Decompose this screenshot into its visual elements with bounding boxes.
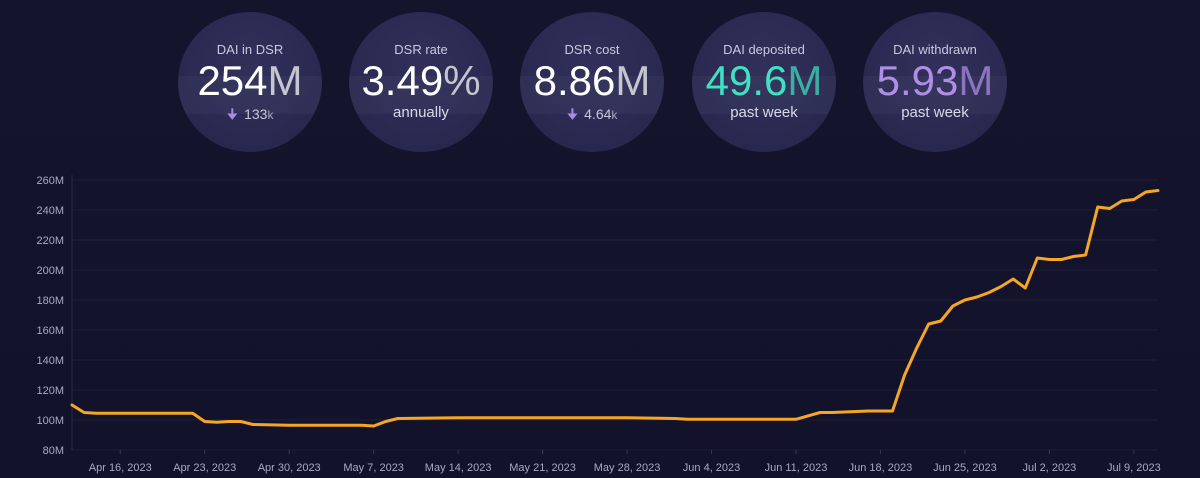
y-axis: 80M 100M 120M 140M 160M 180M 200M 220M 240M 260M xyxy=(36,175,73,457)
arrow-down-icon: 🠋 xyxy=(226,106,239,122)
y-tick-label: 200M xyxy=(36,265,64,277)
y-tick-label: 240M xyxy=(36,205,64,217)
stat-value: 254M xyxy=(197,57,303,104)
series xyxy=(70,189,1160,428)
dai-withdrawn-stat: DAI withdrawn 5.93M past week xyxy=(863,12,1007,152)
stat-label: DAI withdrawn xyxy=(893,42,977,57)
stat-label: DAI in DSR xyxy=(216,42,284,57)
stat-change: 🠋 4.64k xyxy=(520,104,664,128)
x-tick-label: May 28, 2023 xyxy=(594,462,661,474)
stat-value: 5.93M xyxy=(876,57,994,104)
y-tick-label: 160M xyxy=(36,325,64,337)
stat-sub: past week xyxy=(730,104,798,121)
stat-sub: past week xyxy=(901,104,969,121)
x-tick-label: May 14, 2023 xyxy=(425,462,492,474)
x-tick-label: Apr 30, 2023 xyxy=(258,462,321,474)
dai-in-dsr-stat: DAI in DSR 254M 🠋 133k xyxy=(178,12,322,152)
dsr-cost-stat: DSR cost 8.86M 🠋 4.64k xyxy=(520,12,664,152)
line-chart-svg: 80M100M120M140M160M180M200M220M240M260M … xyxy=(36,175,1161,474)
x-tick-label: Apr 23, 2023 xyxy=(173,462,236,474)
stat-value: 3.49% xyxy=(361,57,481,104)
stat-label: DAI deposited xyxy=(723,42,805,57)
x-tick-label: May 21, 2023 xyxy=(509,462,576,474)
x-tick-label: May 7, 2023 xyxy=(343,462,404,474)
x-tick-label: Jul 2, 2023 xyxy=(1022,462,1076,474)
y-tick-label: 220M xyxy=(36,235,64,247)
y-tick-label: 80M xyxy=(43,445,64,457)
dsr-rate-stat: DSR rate 3.49% annually xyxy=(349,12,493,152)
x-tick-label: Jun 4, 2023 xyxy=(683,462,741,474)
grid xyxy=(72,179,1158,451)
stat-label: DSR rate xyxy=(394,42,448,57)
stat-value: 8.86M xyxy=(533,57,651,104)
x-tick-label: Apr 16, 2023 xyxy=(89,462,152,474)
stats-row: DAI in DSR 254M 🠋 133k DSR rate 3.49% ann… xyxy=(0,12,1200,152)
stat-label: DSR cost xyxy=(564,42,620,57)
stat-sub: annually xyxy=(393,104,449,121)
arrow-down-icon: 🠋 xyxy=(566,106,579,122)
x-tick-label: Jul 9, 2023 xyxy=(1107,462,1161,474)
dai-in-dsr-chart: 80M 100M 120M 140M 160M 180M 200M 220M 240M 260M … xyxy=(0,160,1200,478)
dai-deposited-stat: DAI deposited 49.6M past week xyxy=(692,12,836,152)
x-axis: Apr 16, 2023 Apr 23, 2023 Apr 30, 2023 May … xyxy=(89,450,1161,474)
y-tick-label: 100M xyxy=(36,415,64,427)
stat-value: 49.6M xyxy=(705,57,823,104)
x-tick-label: Jun 18, 2023 xyxy=(849,462,913,474)
x-tick-label: Jun 11, 2023 xyxy=(765,462,828,474)
x-tick-label: Jun 25, 2023 xyxy=(933,462,997,474)
y-tick-label: 120M xyxy=(36,385,64,397)
y-tick-label: 260M xyxy=(36,175,64,187)
y-tick-label: 180M xyxy=(36,295,64,307)
stat-change: 🠋 133k xyxy=(178,104,322,128)
y-tick-label: 140M xyxy=(36,355,64,367)
dai-in-dsr-line xyxy=(70,189,1160,428)
